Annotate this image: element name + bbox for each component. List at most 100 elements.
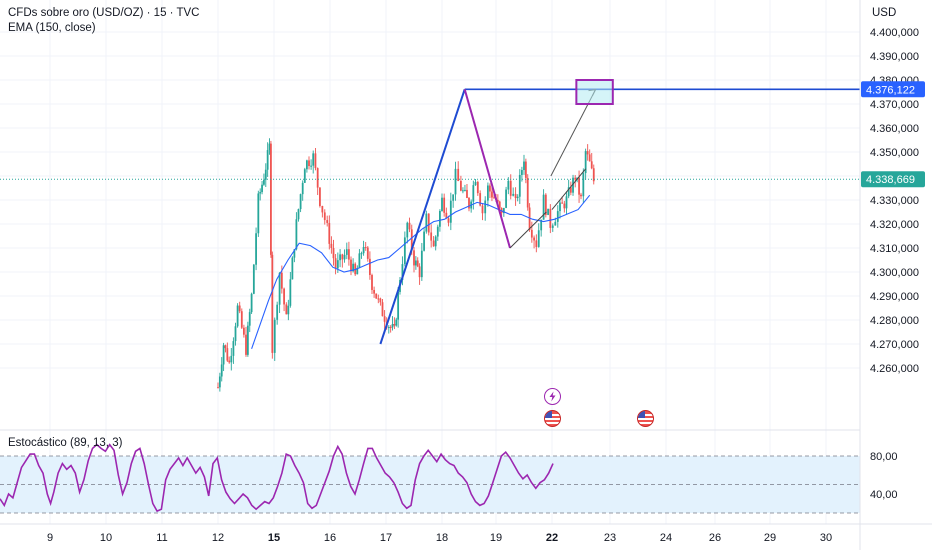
candle-body [271,254,274,353]
current-price-tag: 4.338,669 [861,171,925,188]
drop-line [463,89,511,249]
candle-body [276,304,279,320]
us-flag-icon [638,411,653,424]
candle-body [369,258,371,275]
drawings-layer[interactable] [379,79,860,345]
price-tick-label: 4.400,000 [870,27,919,39]
price-tags: 4.376,122 4.338,669 [861,81,925,188]
time-tick-label: 22 [546,532,558,544]
candle-body [430,232,433,241]
price-tick-label: 4.260,000 [870,363,919,375]
candle-body [301,182,304,195]
candle-body [484,200,487,214]
candle-body [250,293,253,313]
candle-body [547,208,549,215]
time-tick-label: 15 [268,532,280,544]
candle-body [464,189,466,191]
symbol-title[interactable]: CFDs sobre oro (USD/OZ) · 15 · TVC [8,7,200,19]
candle-body [530,229,533,238]
candle-body [487,185,489,201]
candle-body [343,254,346,260]
candle-body [230,355,233,363]
lightning-event-icon[interactable] [544,388,561,405]
candle-body [245,334,247,355]
candle-body [476,181,479,194]
candle-body [496,200,499,202]
candle-body [278,272,281,305]
candle-body [264,169,267,180]
price-tick-label: 4.290,000 [870,291,919,303]
us-flag-event-icon[interactable] [544,410,561,427]
price-axis[interactable]: 4.260,000 4.270,000 4.280,000 4.290,000 4.30… [870,27,919,375]
candle-body [468,197,470,209]
candle-body [364,247,367,249]
candle-body [584,151,587,174]
candle-body [414,260,417,266]
candle-body [498,201,501,208]
candle-body [312,153,315,166]
candle-body [268,143,271,151]
candle-body [413,250,415,266]
candle-body [310,165,312,167]
target-zone-box [575,79,614,105]
time-axis[interactable]: 9 10 11 12 15 16 17 18 19 22 23 24 26 29 30 [47,532,832,544]
stochastic-indicator-label[interactable]: Estocástico (89, 13, 3) [8,437,123,449]
candle-body [418,266,421,278]
candle-body [514,193,517,199]
candle-body [345,249,348,255]
time-tick-label: 10 [100,532,112,544]
stochastic-axis[interactable]: 40,00 80,00 [870,451,898,501]
candle-body [397,291,400,320]
candle-body [574,177,577,180]
candle-body [445,212,448,219]
candle-body [457,168,460,181]
candle-body [291,257,294,280]
candle-body [289,279,292,306]
us-flag-icon [545,411,560,424]
stochastic-line [0,443,554,513]
candle-body [406,222,409,238]
candle-body [586,151,589,155]
candle-body [528,207,531,230]
price-tick-label: 4.320,000 [870,219,919,231]
candle-body [580,194,582,197]
candle-body [319,187,321,207]
candle-body [371,274,373,290]
candle-body [578,177,580,195]
candle-body [248,312,251,326]
time-tick-label: 19 [490,532,502,544]
candle-body [526,177,529,208]
us-flag-event-icon-2[interactable] [637,410,654,427]
candle-body [379,298,382,303]
candle-body [273,319,276,353]
price-tick-label: 4.280,000 [870,315,919,327]
candle-body [416,260,419,267]
candle-body [218,376,221,388]
currency-label[interactable]: USD [872,7,897,19]
candle-body [460,180,462,191]
price-tick-label: 4.300,000 [870,267,919,279]
price-tick-label: 4.330,000 [870,195,919,207]
ema-indicator-label[interactable]: EMA (150, close) [8,22,96,34]
time-tick-label: 29 [764,532,776,544]
stochastic-tick-label: 40,00 [870,489,898,501]
candle-body [436,226,439,237]
candle-body [236,305,239,327]
impulse-trend-line [379,88,466,345]
current-price-tag-bg [861,171,925,188]
candle-body [549,208,552,228]
candle-body [360,253,363,255]
target-price-tag-bg [861,81,925,98]
candle-body [373,289,375,294]
candle-body [537,230,540,247]
candle-body [472,185,475,202]
candle-body [387,327,390,329]
candle-body [228,360,231,363]
candle-body [383,316,386,322]
candle-body [588,154,591,162]
short-trend-line [551,168,587,210]
candle-body [261,184,263,193]
candle-body [226,348,229,361]
candle-body [408,222,411,230]
